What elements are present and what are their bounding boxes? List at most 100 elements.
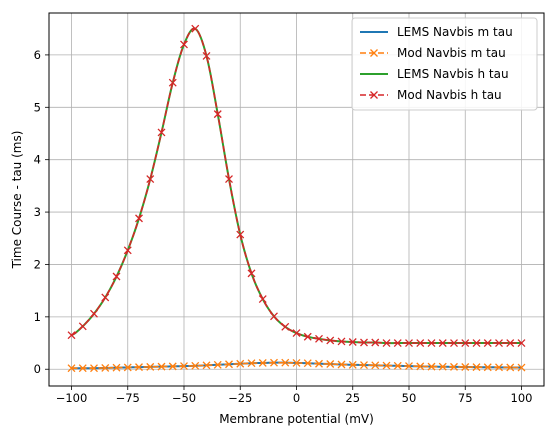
data-point bbox=[360, 338, 368, 347]
data-point bbox=[146, 175, 155, 184]
data-point bbox=[258, 295, 267, 303]
data-point bbox=[157, 362, 166, 371]
data-point bbox=[360, 361, 368, 370]
data-point bbox=[180, 40, 188, 49]
legend-label: Mod Navbis m tau bbox=[397, 46, 506, 60]
data-point bbox=[225, 175, 233, 184]
data-point bbox=[495, 339, 503, 348]
data-point bbox=[517, 339, 526, 348]
data-point bbox=[303, 332, 312, 341]
data-point bbox=[247, 359, 256, 368]
data-point bbox=[405, 362, 413, 371]
data-point bbox=[495, 363, 503, 372]
data-point bbox=[382, 339, 391, 348]
data-point bbox=[213, 360, 222, 369]
legend: LEMS Navbis m tau Mod Navbis m tau LEMS Na… bbox=[351, 17, 538, 111]
x-tick-label: 100 bbox=[511, 391, 533, 405]
data-point bbox=[123, 246, 132, 255]
data-point bbox=[202, 361, 211, 370]
data-point bbox=[416, 339, 425, 348]
data-point bbox=[112, 363, 121, 372]
data-point bbox=[438, 339, 447, 348]
y-axis-label: Time Course - tau (ms) bbox=[10, 131, 24, 270]
data-point bbox=[191, 361, 200, 370]
data-point bbox=[506, 363, 515, 372]
data-point bbox=[135, 214, 143, 223]
legend-item: Mod Navbis m tau bbox=[360, 46, 506, 60]
data-point bbox=[236, 359, 245, 368]
legend-item: LEMS Navbis h tau bbox=[360, 67, 509, 81]
data-point bbox=[191, 24, 200, 33]
data-point bbox=[101, 363, 110, 372]
data-point bbox=[90, 309, 98, 318]
legend-item: Mod Navbis h tau bbox=[360, 88, 502, 102]
y-tick-label: 0 bbox=[34, 362, 41, 376]
y-tick-label: 5 bbox=[34, 100, 41, 114]
y-tick-label: 6 bbox=[34, 48, 41, 62]
data-point bbox=[337, 360, 346, 369]
data-point bbox=[371, 338, 380, 347]
data-point bbox=[393, 361, 402, 370]
data-point bbox=[450, 362, 458, 371]
data-point bbox=[202, 51, 211, 60]
data-point bbox=[270, 312, 278, 321]
y-tick-label: 1 bbox=[34, 310, 41, 324]
x-tick-label: 50 bbox=[402, 391, 417, 405]
data-point bbox=[281, 322, 290, 331]
data-point bbox=[67, 364, 76, 373]
data-point bbox=[348, 338, 357, 346]
data-point bbox=[157, 128, 166, 137]
data-point bbox=[326, 336, 335, 345]
data-point bbox=[382, 361, 391, 370]
data-point bbox=[348, 360, 357, 369]
x-tick-label: −50 bbox=[172, 391, 196, 405]
data-point bbox=[270, 358, 278, 367]
data-point bbox=[236, 230, 245, 239]
data-point bbox=[472, 339, 481, 348]
data-point bbox=[337, 337, 346, 346]
legend-marker bbox=[370, 49, 378, 57]
data-point bbox=[67, 331, 76, 340]
data-point bbox=[78, 364, 87, 373]
y-tick-label: 4 bbox=[34, 153, 41, 167]
data-point bbox=[438, 362, 447, 371]
x-tick-label: −75 bbox=[116, 391, 140, 405]
x-tick-label: −25 bbox=[228, 391, 252, 405]
data-point bbox=[303, 359, 312, 368]
data-point bbox=[472, 363, 481, 372]
data-point bbox=[112, 272, 121, 281]
legend-label: LEMS Navbis m tau bbox=[397, 25, 513, 39]
data-point bbox=[517, 363, 526, 372]
data-point bbox=[450, 339, 458, 348]
data-point bbox=[461, 339, 470, 348]
data-point bbox=[135, 363, 143, 372]
data-point bbox=[292, 329, 301, 338]
x-tick-label: 75 bbox=[458, 391, 473, 405]
data-point bbox=[483, 339, 492, 348]
series-layer bbox=[67, 24, 526, 373]
data-point bbox=[146, 362, 155, 371]
data-point bbox=[483, 363, 492, 372]
data-point bbox=[416, 362, 425, 371]
data-point bbox=[292, 358, 301, 367]
legend-box bbox=[351, 17, 538, 111]
y-tick-label: 3 bbox=[34, 205, 41, 219]
data-point bbox=[90, 364, 98, 373]
x-tick-label: 0 bbox=[293, 391, 300, 405]
x-tick-label: −100 bbox=[56, 391, 88, 405]
data-point bbox=[168, 78, 177, 87]
data-point bbox=[281, 358, 290, 367]
data-point bbox=[371, 361, 380, 370]
data-point bbox=[315, 359, 323, 368]
series-2 bbox=[67, 358, 526, 373]
axis-ticks: −100 −75 −50 −25 0 25 50 75 100 0 1 2 3 4 5 6 bbox=[34, 48, 533, 405]
legend-item: LEMS Navbis m tau bbox=[360, 25, 513, 39]
legend-marker bbox=[370, 91, 378, 99]
data-point bbox=[427, 362, 436, 371]
y-tick-label: 2 bbox=[34, 257, 41, 271]
data-point bbox=[506, 339, 515, 348]
data-point bbox=[461, 363, 470, 371]
legend-label: Mod Navbis h tau bbox=[397, 88, 502, 102]
data-point bbox=[225, 360, 233, 369]
